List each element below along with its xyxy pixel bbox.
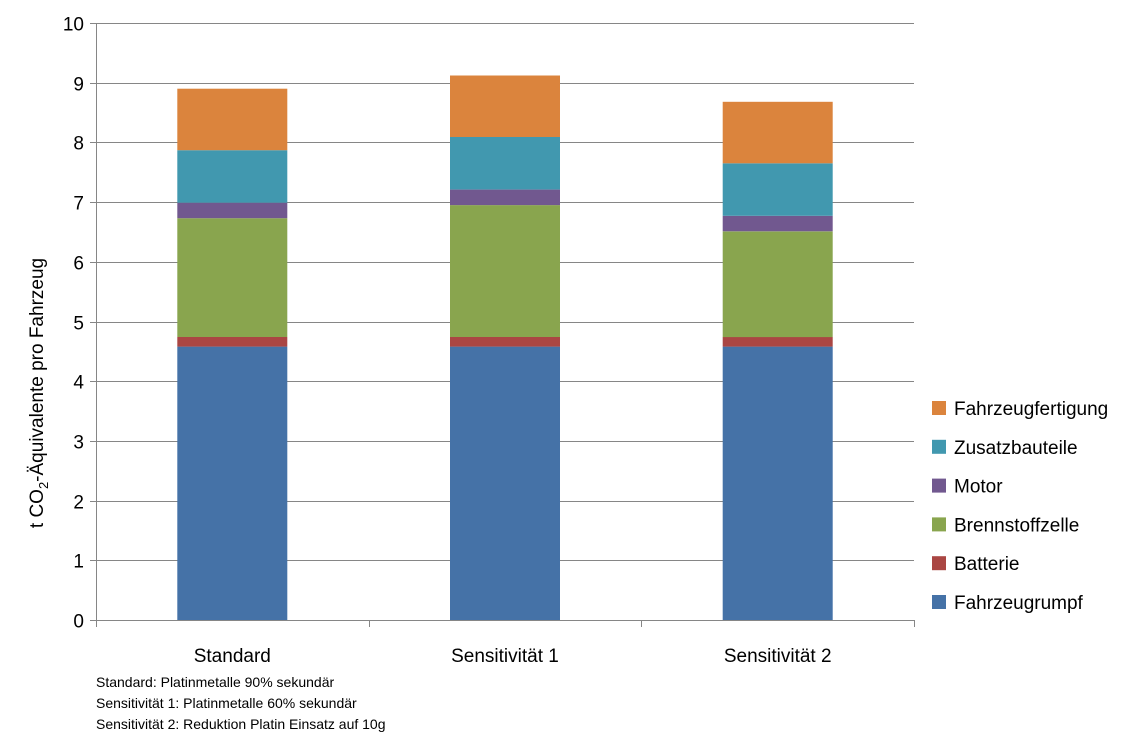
bar-segment [722, 163, 833, 216]
tick-labels: 0 1 2 3 4 5 6 7 8 9 10 Standard Sensitivität 1 Sensit… [63, 15, 832, 668]
bar-segment [450, 189, 560, 206]
legend-label: Batterie [954, 554, 1019, 575]
x-tick-label: Sensitivität 2 [724, 646, 832, 667]
bar-segment [177, 337, 288, 347]
legend-label: Fahrzeugfertigung [954, 399, 1108, 420]
footnote-sensitivity-2: Sensitivität 2: Reduktion Platin Einsatz… [96, 716, 386, 732]
footnote-sensitivity-1: Sensitivität 1: Platinmetalle 60% sekund… [96, 695, 357, 711]
legend-swatch [932, 517, 946, 532]
y-tick-label: 2 [73, 493, 84, 514]
bar-segment [177, 218, 288, 337]
y-tick-label: 5 [73, 314, 84, 335]
x-tick-label: Sensitivität 1 [451, 646, 559, 667]
y-tick-label: 7 [73, 194, 84, 215]
bar-segment [722, 101, 833, 164]
y-axis-label-prefix: t CO [27, 489, 48, 528]
bar-segment [722, 346, 833, 620]
y-axis-label-suffix: -Äquivalente pro Fahrzeug [27, 258, 48, 482]
bar-segment [450, 75, 560, 137]
bar-segment [177, 150, 288, 203]
axes [90, 23, 915, 627]
legend-swatch [932, 595, 946, 609]
y-tick-label: 1 [73, 552, 84, 573]
y-tick-label: 3 [73, 433, 84, 454]
bar-segment [722, 337, 833, 347]
legend-label: Motor [954, 477, 1003, 498]
legend-swatch [932, 439, 946, 454]
bar-segment [177, 202, 288, 219]
y-tick-label: 8 [73, 134, 84, 155]
legend-label: Fahrzeugrumpf [954, 593, 1084, 614]
x-tick-label: Standard [194, 646, 271, 667]
legend-label: Zusatzbauteile [954, 438, 1078, 459]
y-tick-label: 0 [73, 612, 84, 633]
legend-swatch [932, 401, 946, 415]
bar-segment [450, 205, 560, 337]
bar-segment [450, 137, 560, 190]
legend-label: Brennstoffzelle [954, 515, 1079, 536]
y-tick-label: 9 [73, 75, 84, 96]
bar-segment [450, 337, 560, 347]
legend-swatch [932, 556, 946, 571]
footnotes: Standard: Platinmetalle 90% sekundär Sen… [96, 672, 386, 735]
y-tick-label: 6 [73, 254, 84, 275]
y-axis-label: t CO2-Äquivalente pro Fahrzeug [27, 258, 51, 528]
bar-segment [450, 346, 560, 620]
bar-segment [177, 88, 288, 151]
y-axis-label-subscript: 2 [36, 482, 51, 489]
y-tick-label: 4 [73, 373, 84, 394]
bars [177, 75, 833, 620]
bar-segment [177, 346, 288, 620]
bar-segment [722, 231, 833, 338]
legend-swatch [932, 478, 946, 493]
bar-segment [722, 215, 833, 232]
footnote-standard: Standard: Platinmetalle 90% sekundär [96, 674, 335, 690]
legend: Fahrzeugfertigung Zusatzbauteile Motor Bren… [932, 399, 1108, 614]
y-tick-label: 10 [63, 15, 84, 36]
